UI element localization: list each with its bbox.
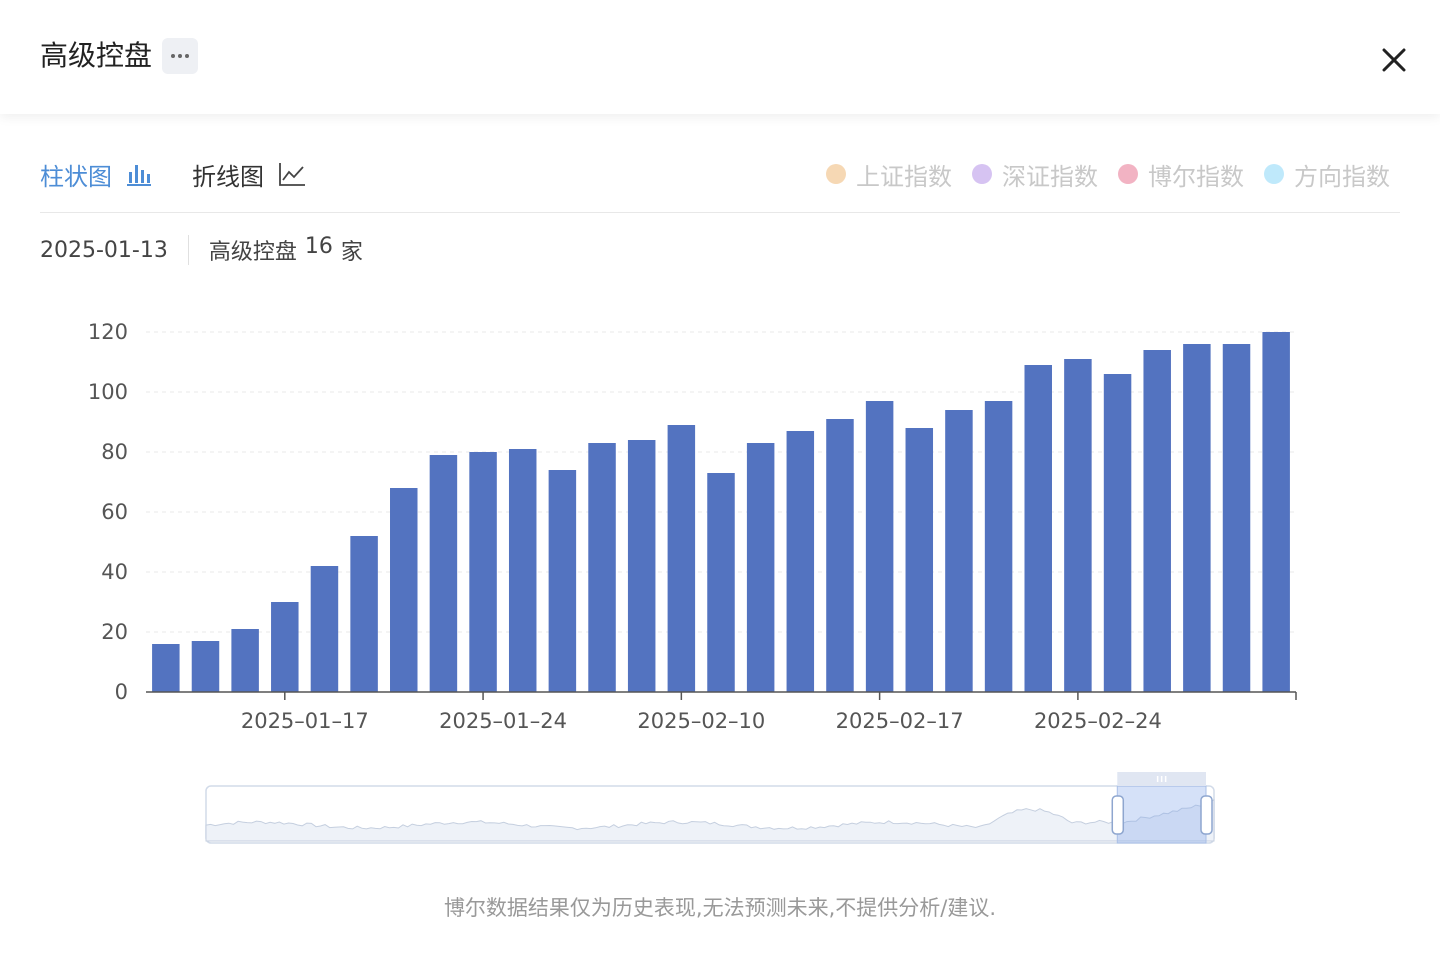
selected-date: 2025-01-13: [40, 237, 168, 263]
x-tick-label: 2025–02–24: [1034, 709, 1162, 733]
selected-stat-label: 高级控盘: [208, 240, 297, 265]
bar[interactable]: [191, 641, 220, 692]
selected-point-info: 2025-01-13 高级控盘 16 家: [40, 232, 363, 268]
bar-chart[interactable]: 0 20 40 60 80 100 120 2025–01–17 2025–01–24 2025–…: [0, 290, 1440, 750]
legend-item-shenzhen-index[interactable]: 深证指数: [972, 157, 1098, 192]
x-tick-label: 2025–01–24: [439, 709, 567, 733]
legend-label: 上证指数: [856, 162, 952, 191]
bar[interactable]: [548, 470, 577, 692]
chart-legend: 上证指数 深证指数 博尔指数 方向指数: [826, 150, 1390, 198]
info-separator: [187, 235, 189, 265]
zoom-range-handle[interactable]: [1200, 795, 1213, 835]
legend-label: 方向指数: [1294, 162, 1390, 191]
bar[interactable]: [905, 428, 934, 692]
bar[interactable]: [1222, 344, 1251, 692]
legend-dot-icon: [972, 164, 992, 184]
tab-line-chart-label: 折线图: [192, 162, 264, 191]
bar[interactable]: [271, 602, 299, 692]
legend-item-shanghai-index[interactable]: 上证指数: [826, 157, 952, 192]
zoom-selection-window[interactable]: [1116, 785, 1207, 844]
bar[interactable]: [627, 440, 656, 692]
disclaimer-text: 博尔数据结果仅为历史表现,无法预测未来,不提供分析/建议.: [443, 896, 997, 920]
bar[interactable]: [310, 566, 339, 692]
bar[interactable]: [826, 419, 854, 692]
y-tick-label: 80: [101, 440, 128, 464]
x-tick-label: 2025–02–10: [637, 709, 765, 733]
bar[interactable]: [865, 401, 894, 692]
bar[interactable]: [1262, 332, 1290, 692]
y-tick-label: 120: [88, 320, 128, 344]
legend-label: 博尔指数: [1148, 162, 1244, 191]
x-tick-label: 2025–01–17: [241, 709, 369, 733]
header-divider: [40, 212, 1400, 213]
y-tick-label: 20: [101, 620, 128, 644]
zoom-range-handle[interactable]: [1111, 795, 1125, 835]
legend-item-boer-index[interactable]: 博尔指数: [1118, 157, 1244, 192]
bar[interactable]: [1143, 350, 1171, 692]
bar[interactable]: [786, 431, 815, 692]
more-dot-icon: [178, 54, 182, 58]
bar-chart-icon: [127, 165, 151, 186]
selected-stat-unit: 家: [340, 240, 363, 265]
bar[interactable]: [429, 455, 458, 692]
bar[interactable]: [707, 473, 735, 692]
close-icon[interactable]: [1376, 42, 1412, 78]
bar[interactable]: [945, 410, 973, 692]
bar[interactable]: [1183, 344, 1211, 692]
x-tick-label: 2025–02–17: [836, 709, 964, 733]
bar[interactable]: [588, 443, 616, 692]
legend-label: 深证指数: [1002, 162, 1098, 191]
legend-dot-icon: [826, 164, 846, 184]
bar[interactable]: [508, 449, 537, 692]
line-chart-icon: [279, 163, 305, 186]
more-dot-icon: [185, 54, 189, 58]
legend-item-direction-index[interactable]: 方向指数: [1264, 157, 1390, 192]
bar[interactable]: [152, 644, 180, 692]
dialog-header: 高级控盘: [0, 0, 1440, 114]
bar[interactable]: [1064, 359, 1092, 692]
bar[interactable]: [1103, 374, 1132, 692]
bar[interactable]: [984, 401, 1013, 692]
more-options-button[interactable]: [162, 38, 198, 74]
bar[interactable]: [746, 443, 775, 692]
tab-bar-chart-label: 柱状图: [40, 162, 112, 191]
selected-stat: 高级控盘 16 家: [189, 234, 363, 266]
data-zoom-slider[interactable]: [200, 768, 1220, 850]
bar[interactable]: [350, 536, 378, 692]
y-tick-label: 40: [101, 560, 128, 584]
y-tick-label: 60: [101, 500, 128, 524]
chart-type-tabs: 柱状图 折线图: [40, 150, 306, 198]
legend-dot-icon: [1118, 164, 1138, 184]
bar[interactable]: [667, 425, 696, 692]
zoom-preview-area: [205, 798, 1215, 842]
y-tick-label: 0: [115, 680, 128, 704]
bar[interactable]: [469, 452, 497, 692]
tab-bar-chart[interactable]: 柱状图: [40, 157, 152, 192]
legend-dot-icon: [1264, 164, 1284, 184]
bar[interactable]: [231, 629, 259, 692]
tab-line-chart[interactable]: 折线图: [192, 157, 306, 192]
bar[interactable]: [390, 488, 418, 692]
dialog-title: 高级控盘: [40, 39, 153, 72]
y-tick-label: 100: [88, 380, 128, 404]
selected-stat-count: 16: [304, 234, 333, 259]
bar[interactable]: [1024, 365, 1052, 692]
more-dot-icon: [171, 54, 175, 58]
